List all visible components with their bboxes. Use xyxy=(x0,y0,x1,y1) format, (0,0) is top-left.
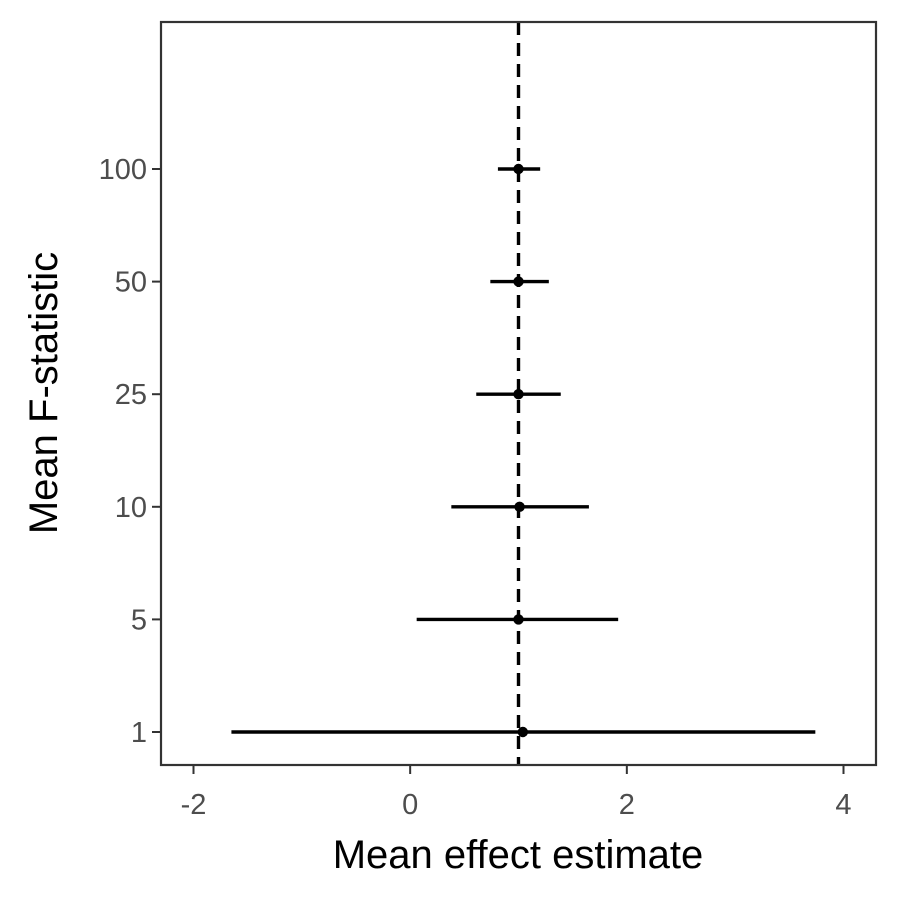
point-estimate-10 xyxy=(514,501,525,512)
x-tick-label-1: 0 xyxy=(402,789,418,821)
x-axis: -2 0 2 4 xyxy=(181,765,852,821)
point-estimate-50 xyxy=(513,276,524,287)
y-tick-label-50: 50 xyxy=(115,267,147,299)
x-axis-title: Mean effect estimate xyxy=(333,833,704,877)
x-tick-label-2: 2 xyxy=(619,789,635,821)
x-tick-label-0: -2 xyxy=(181,789,207,821)
point-estimate-5 xyxy=(513,614,524,625)
y-tick-label-1: 1 xyxy=(131,717,147,749)
point-estimate-100 xyxy=(513,163,524,175)
plot-marks xyxy=(231,22,816,765)
x-tick-label-3: 4 xyxy=(835,789,851,821)
y-tick-label-25: 25 xyxy=(115,379,147,411)
y-tick-label-100: 100 xyxy=(99,154,147,186)
y-tick-label-10: 10 xyxy=(115,492,147,524)
y-axis: 1 5 10 25 50 100 xyxy=(99,154,161,749)
point-estimate-1 xyxy=(517,726,529,738)
point-estimate-25 xyxy=(513,389,524,400)
y-tick-label-5: 5 xyxy=(131,604,147,636)
y-axis-title: Mean F-statistic xyxy=(22,252,66,534)
